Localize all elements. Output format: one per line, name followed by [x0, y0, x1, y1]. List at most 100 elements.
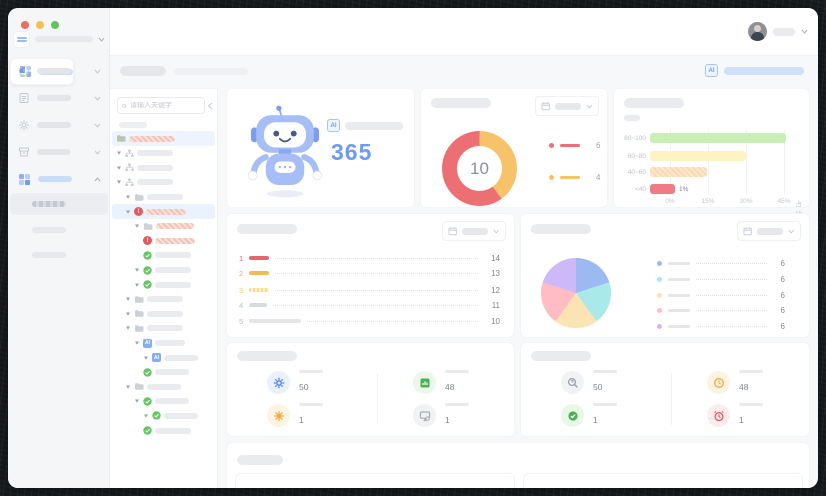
minimize-window-button[interactable]	[36, 21, 44, 29]
user-menu[interactable]	[748, 22, 808, 41]
tree-item[interactable]	[112, 175, 215, 190]
legend-item: 6	[657, 322, 785, 331]
tree-item[interactable]: AI	[112, 350, 215, 365]
tree-caret-icon[interactable]	[143, 355, 149, 361]
legend-value: 6	[780, 258, 785, 268]
stat-label-placeholder	[593, 403, 617, 406]
alert-circle-icon	[18, 65, 30, 77]
tree-caret-icon[interactable]	[134, 398, 140, 404]
workspace-name-placeholder	[35, 36, 93, 42]
tree-item[interactable]: AI	[112, 336, 215, 351]
rank-value: 14	[491, 253, 500, 263]
tree-item[interactable]	[112, 131, 215, 146]
tree-caret-icon[interactable]	[116, 179, 122, 185]
user-avatar[interactable]	[748, 22, 767, 41]
robot-mascot-illustration	[247, 105, 323, 198]
menu-label-placeholder	[37, 149, 71, 155]
tree-caret-icon[interactable]	[125, 384, 131, 390]
tree-caret-icon[interactable]	[125, 194, 131, 200]
card-stats-left: 50 48 1 1	[226, 342, 515, 437]
panel-collapse-handle[interactable]	[207, 101, 215, 111]
rank-number: 1	[239, 253, 244, 263]
stat-value: 1	[739, 415, 744, 425]
tree-caret-icon[interactable]	[134, 223, 140, 229]
submenu-label-placeholder	[32, 201, 66, 207]
tree-item[interactable]	[112, 292, 215, 307]
ai-assistant-button[interactable]: AI	[705, 64, 804, 77]
legend-item: 6	[657, 291, 785, 300]
rank-value: 10	[491, 316, 500, 326]
sidebar-item-alerts[interactable]	[10, 58, 108, 84]
tree-item[interactable]	[112, 307, 215, 322]
tree-item[interactable]	[112, 190, 215, 205]
date-range-select[interactable]	[737, 221, 801, 241]
app-logo	[13, 30, 30, 48]
maximize-window-button[interactable]	[51, 21, 59, 29]
tree-caret-icon[interactable]	[125, 325, 131, 331]
tree-item[interactable]	[112, 277, 215, 292]
tree-item[interactable]	[112, 394, 215, 409]
gridline	[746, 129, 747, 195]
legend-item: 6	[657, 306, 785, 315]
close-window-button[interactable]	[21, 21, 29, 29]
select-value-placeholder	[757, 227, 784, 235]
sub-card	[235, 473, 515, 488]
calendar-icon	[743, 227, 752, 236]
tree-caret-icon[interactable]	[134, 340, 140, 346]
sidebar-subitem-selected[interactable]	[10, 193, 108, 215]
tree-item[interactable]: !	[112, 204, 215, 219]
tree-caret-icon[interactable]	[125, 311, 131, 317]
tree-item[interactable]	[112, 219, 215, 234]
chevron-up-icon	[94, 176, 101, 181]
stat-item: 50	[267, 370, 323, 395]
tree-caret-icon[interactable]	[125, 209, 131, 215]
rank-number: 2	[239, 268, 244, 278]
stat-value: 48	[445, 382, 455, 392]
chevron-down-icon	[94, 123, 101, 128]
tree-caret-icon[interactable]	[116, 150, 122, 156]
tree-item[interactable]	[112, 321, 215, 336]
tree-caret-icon[interactable]	[116, 165, 122, 171]
stat-label-placeholder	[739, 370, 763, 373]
legend-label-placeholder	[668, 277, 690, 281]
tree-item[interactable]: !	[112, 234, 215, 249]
tree-item[interactable]	[112, 263, 215, 278]
rank-bar	[249, 303, 267, 307]
page-header: AI	[110, 56, 818, 88]
tree-item[interactable]	[112, 423, 215, 438]
breadcrumb-placeholder	[174, 68, 248, 75]
search-icon	[122, 103, 127, 108]
workspace-switcher[interactable]	[13, 28, 107, 50]
tree-caret-icon[interactable]	[125, 296, 131, 302]
sidebar-subitem[interactable]	[10, 245, 108, 265]
tree-item[interactable]	[112, 146, 215, 161]
sidebar-item-reports[interactable]	[10, 85, 108, 111]
date-range-select[interactable]	[442, 221, 506, 241]
tree-label-placeholder	[155, 340, 185, 347]
dotted-leader	[696, 309, 767, 311]
tree-item[interactable]	[112, 409, 215, 424]
sidebar-item-archive[interactable]	[10, 139, 108, 165]
sidebar-subitem[interactable]	[10, 220, 108, 240]
sidebar-item-apps-active[interactable]	[10, 166, 108, 192]
date-range-select[interactable]	[535, 96, 599, 116]
org-icon	[125, 149, 134, 158]
tree-label-placeholder	[164, 354, 198, 361]
tree-item[interactable]	[112, 365, 215, 380]
legend-item: 6	[657, 275, 785, 284]
menu-label-placeholder	[38, 176, 72, 182]
tree-caret-icon[interactable]	[134, 267, 140, 273]
sidebar-item-settings[interactable]	[10, 112, 108, 138]
rank-value: 11	[491, 300, 500, 310]
rank-value: 13	[491, 268, 500, 278]
stat-label-placeholder	[299, 403, 323, 406]
tree-caret-icon[interactable]	[143, 413, 149, 419]
tree-caret-icon[interactable]	[134, 282, 140, 288]
search-input[interactable]	[130, 102, 200, 109]
tree-item[interactable]	[112, 380, 215, 395]
tree-label-placeholder	[155, 427, 191, 434]
tree-item[interactable]	[112, 161, 215, 176]
chevron-left-icon	[207, 102, 213, 110]
tree-item[interactable]	[112, 248, 215, 263]
donut-chart: 10	[442, 131, 517, 206]
